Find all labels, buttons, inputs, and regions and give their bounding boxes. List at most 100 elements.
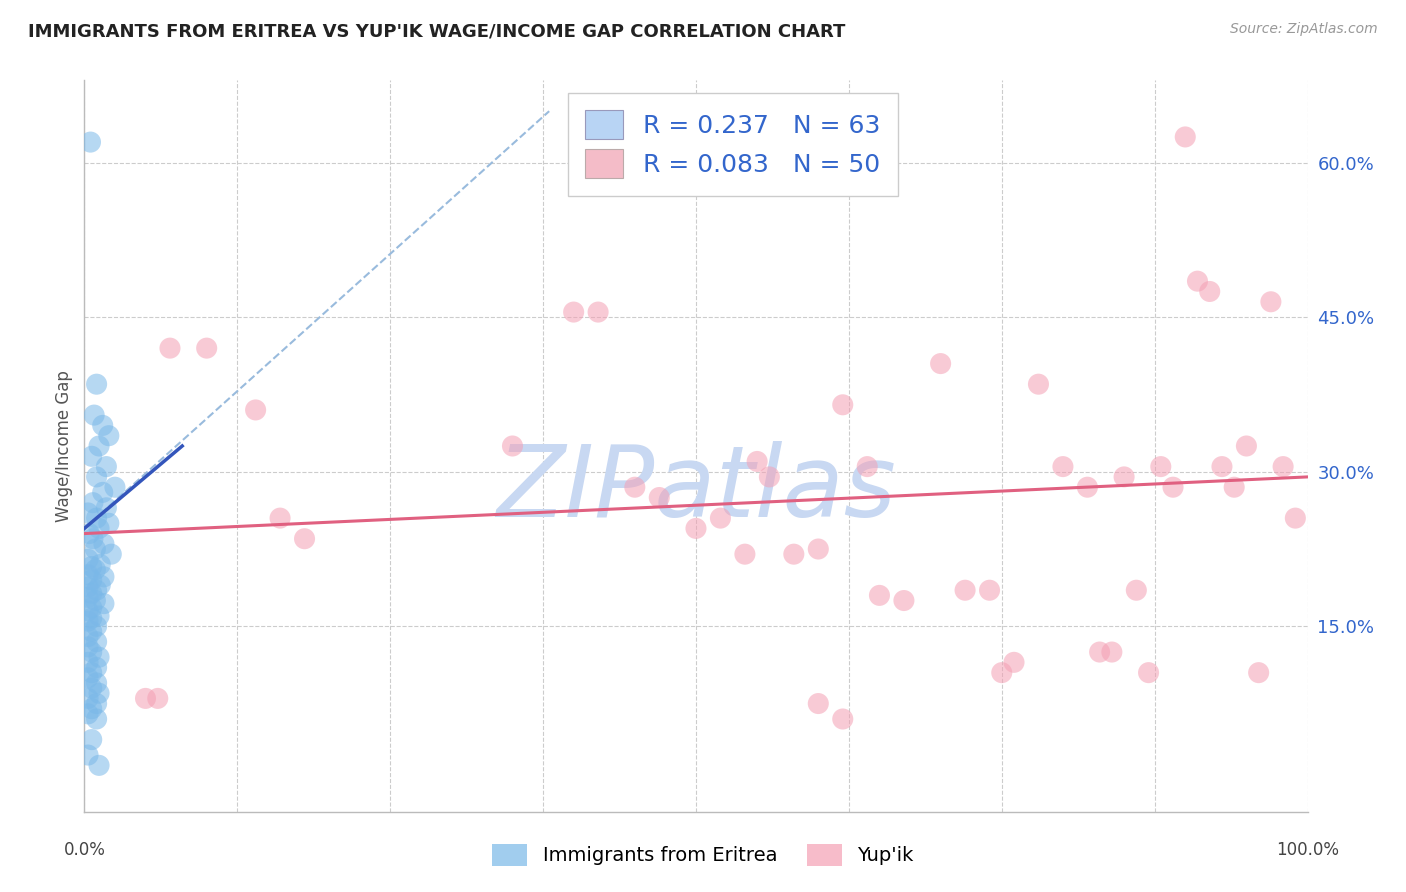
Point [100,547,122,561]
Point [77,614,100,628]
Point [979,583,1001,598]
Point [1260,294,1282,309]
Point [1002,656,1025,670]
Point [89,578,111,592]
Point [93,537,115,551]
Point [1161,480,1184,494]
Point [77,706,100,721]
Point [87,439,110,453]
Point [93,570,115,584]
Point [1272,459,1295,474]
Point [87,650,110,665]
Text: ZIPatlas: ZIPatlas [496,442,896,539]
Point [1211,459,1233,474]
Point [80,586,103,600]
Point [93,597,115,611]
Point [1125,583,1147,598]
Point [80,681,103,695]
Point [1187,274,1209,288]
Point [96,500,118,515]
Point [80,573,103,587]
Point [86,377,108,392]
Point [146,691,169,706]
Point [86,712,108,726]
Point [87,686,110,700]
Point [77,656,100,670]
Text: Source: ZipAtlas.com: Source: ZipAtlas.com [1230,22,1378,37]
Point [84,563,107,577]
Point [77,567,100,582]
Point [758,470,780,484]
Point [734,547,756,561]
Point [89,558,111,572]
Point [77,604,100,618]
Point [86,470,108,484]
Point [80,732,103,747]
Point [1247,665,1270,680]
Point [783,547,806,561]
Point [91,485,114,500]
Point [97,428,120,442]
Point [77,671,100,685]
Point [77,526,100,541]
Point [135,691,157,706]
Point [77,630,100,644]
Point [709,511,731,525]
Point [1198,285,1220,299]
Point [929,357,952,371]
Point [831,398,853,412]
Point [80,450,103,464]
Point [97,516,120,531]
Point [1223,480,1246,494]
Point [79,135,101,149]
Point [77,691,100,706]
Point [82,532,104,546]
Point [502,439,524,453]
Point [1236,439,1258,453]
Point [84,593,107,607]
Point [159,341,181,355]
Point [648,491,671,505]
Point [77,640,100,654]
Point [1174,130,1197,145]
Y-axis label: Wage/Income Gap: Wage/Income Gap [55,370,73,522]
Point [87,758,110,772]
Point [84,541,107,556]
Point [807,697,830,711]
Legend: Immigrants from Eritrea, Yup'ik: Immigrants from Eritrea, Yup'ik [485,837,921,873]
Point [953,583,976,598]
Point [195,341,218,355]
Point [624,480,647,494]
Point [86,634,108,648]
Point [86,697,108,711]
Point [80,600,103,615]
Point [1028,377,1050,392]
Point [245,403,267,417]
Point [1284,511,1306,525]
Point [77,506,100,520]
Point [104,480,127,494]
Point [1114,470,1136,484]
Point [77,580,100,594]
Point [893,593,915,607]
Point [562,305,585,319]
Point [87,609,110,624]
Point [86,511,108,525]
Point [82,496,104,510]
Point [80,559,103,574]
Point [83,408,105,422]
Point [294,532,316,546]
Point [77,552,100,566]
Point [80,611,103,625]
Point [86,583,108,598]
Point [1150,459,1173,474]
Point [86,660,108,674]
Point [831,712,853,726]
Point [685,521,707,535]
Point [77,747,100,762]
Point [86,676,108,690]
Point [87,521,110,535]
Point [1137,665,1160,680]
Point [807,541,830,556]
Point [991,665,1014,680]
